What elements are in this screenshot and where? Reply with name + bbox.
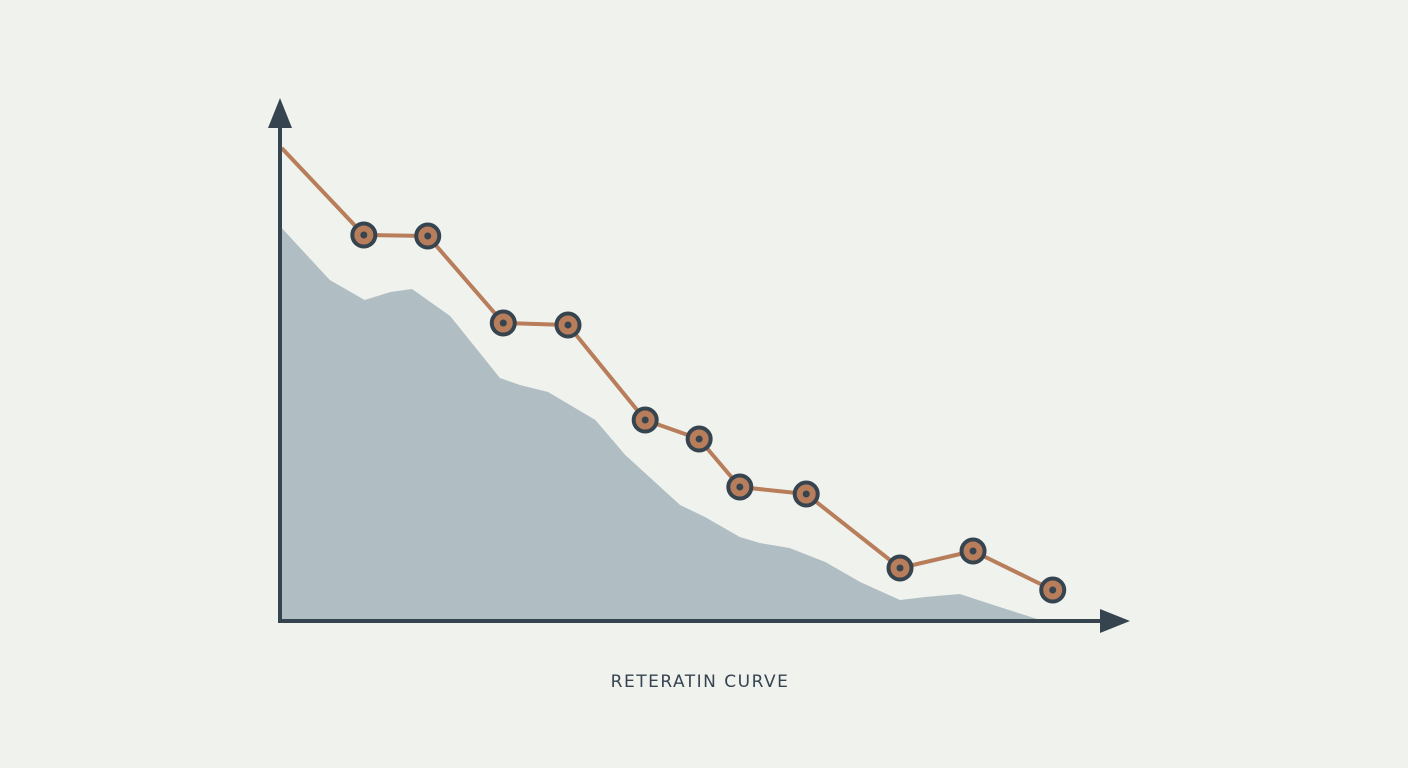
chart-title: RETERATIN CURVE [611, 672, 790, 692]
marker-dot [695, 435, 703, 443]
marker-dot [969, 547, 977, 555]
marker-dot [802, 490, 810, 498]
x-axis-arrow [1100, 609, 1130, 633]
marker-dot [736, 483, 744, 491]
marker [631, 406, 659, 434]
marker [726, 473, 754, 501]
area [281, 228, 1041, 620]
marker-dot [1049, 586, 1057, 594]
marker [685, 425, 713, 453]
marker [414, 222, 442, 250]
marker [886, 554, 914, 582]
marker-dot [896, 564, 904, 572]
marker [792, 480, 820, 508]
marker-dot [641, 416, 649, 424]
y-axis-arrow [268, 98, 292, 128]
marker-dot [360, 231, 368, 239]
marker [554, 311, 582, 339]
marker-dot [564, 321, 572, 329]
marker [489, 309, 517, 337]
marker [959, 537, 987, 565]
marker-dot [424, 232, 432, 240]
marker [350, 221, 378, 249]
marker [1039, 576, 1067, 604]
markers [350, 221, 1067, 604]
marker-dot [499, 319, 507, 327]
